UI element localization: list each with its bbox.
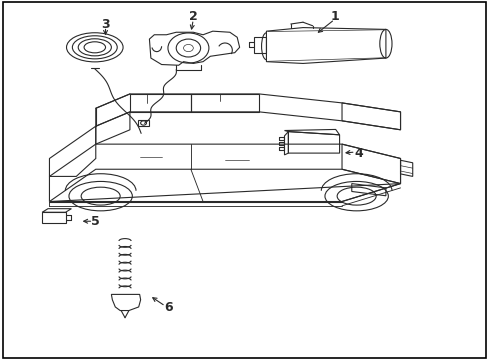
Text: 5: 5: [91, 215, 100, 228]
Text: 6: 6: [164, 301, 173, 314]
Text: 1: 1: [330, 10, 338, 23]
Text: 4: 4: [354, 147, 363, 159]
Text: 2: 2: [188, 10, 197, 23]
Text: 3: 3: [101, 18, 110, 31]
